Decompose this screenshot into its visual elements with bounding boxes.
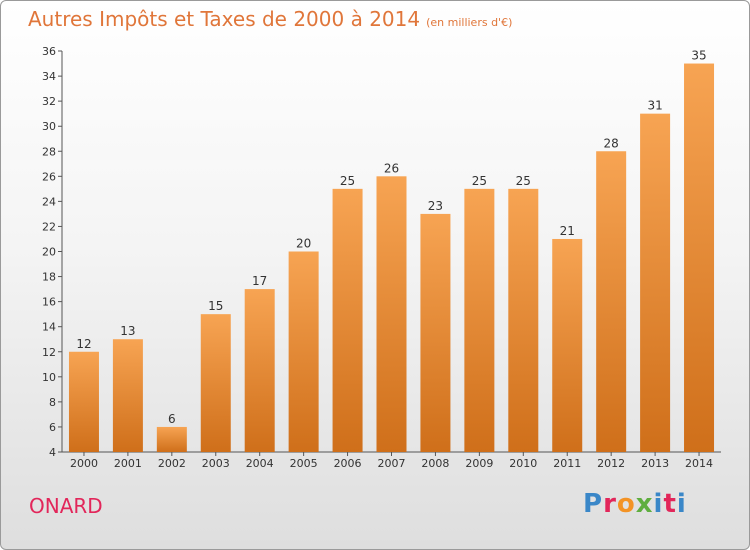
- proxiti-logo: Proxiti: [583, 489, 687, 519]
- y-tick-label: 20: [42, 246, 56, 259]
- commune-name: ONARD: [29, 494, 103, 518]
- y-tick-label: 34: [42, 70, 56, 83]
- bar-value-label: 21: [560, 224, 575, 238]
- x-tick-label: 2004: [246, 457, 274, 470]
- x-tick-label: 2011: [553, 457, 581, 470]
- x-tick-label: 2005: [290, 457, 318, 470]
- y-tick-label: 18: [42, 271, 56, 284]
- bar: [332, 188, 363, 452]
- y-tick-label: 24: [42, 195, 56, 208]
- bar-value-label: 12: [76, 337, 91, 351]
- x-tick-label: 2010: [509, 457, 537, 470]
- x-tick-label: 2008: [421, 457, 449, 470]
- logo-letter: t: [663, 489, 677, 519]
- x-tick-label: 2012: [597, 457, 625, 470]
- y-tick-label: 16: [42, 296, 56, 309]
- y-tick-label: 12: [42, 346, 56, 359]
- y-tick-label: 28: [42, 145, 56, 158]
- y-tick-label: 26: [42, 170, 56, 183]
- bar: [376, 176, 407, 452]
- x-tick-label: 2000: [70, 457, 98, 470]
- bar: [464, 188, 495, 452]
- x-tick-label: 2002: [158, 457, 186, 470]
- bar-value-label: 35: [691, 49, 706, 63]
- bar-value-label: 25: [516, 174, 531, 188]
- bar: [68, 351, 99, 452]
- x-tick-label: 2013: [641, 457, 669, 470]
- y-tick-label: 36: [42, 45, 56, 58]
- bar-value-label: 20: [296, 237, 311, 251]
- bar-value-label: 13: [120, 324, 135, 338]
- y-tick-label: 4: [49, 446, 56, 459]
- x-tick-label: 2009: [465, 457, 493, 470]
- chart-title: Autres Impôts et Taxes de 2000 à 2014 (en…: [28, 7, 512, 31]
- bar: [640, 113, 671, 452]
- logo-letter: i: [676, 489, 687, 519]
- bar-value-label: 28: [604, 136, 619, 150]
- y-tick-label: 30: [42, 120, 56, 133]
- x-tick-label: 2003: [202, 457, 230, 470]
- bar: [552, 238, 583, 452]
- bar-value-label: 15: [208, 299, 223, 313]
- bar: [508, 188, 539, 452]
- y-tick-label: 22: [42, 220, 56, 233]
- chart-unit: (en milliers d'€): [426, 16, 513, 29]
- chart-title-text: Autres Impôts et Taxes de 2000 à 2014: [28, 7, 421, 31]
- bar: [420, 213, 451, 452]
- x-tick-label: 2014: [685, 457, 713, 470]
- bar: [684, 63, 715, 452]
- bar: [156, 426, 187, 452]
- logo-letter: r: [603, 489, 617, 519]
- bar-value-label: 17: [252, 274, 267, 288]
- x-tick-label: 2006: [334, 457, 362, 470]
- logo-letter: o: [616, 489, 636, 519]
- y-tick-label: 14: [42, 321, 56, 334]
- logo-letter: i: [653, 489, 664, 519]
- logo-letter: x: [635, 489, 654, 519]
- x-tick-label: 2001: [114, 457, 142, 470]
- bar: [200, 314, 231, 452]
- bar-value-label: 23: [428, 199, 443, 213]
- bar-value-label: 6: [168, 412, 176, 426]
- y-tick-label: 8: [49, 396, 56, 409]
- bar-value-label: 26: [384, 161, 399, 175]
- bar: [288, 251, 319, 452]
- logo-letter: P: [583, 489, 604, 519]
- x-tick-label: 2007: [378, 457, 406, 470]
- y-tick-label: 32: [42, 95, 56, 108]
- bar-value-label: 31: [647, 99, 662, 113]
- y-tick-label: 10: [42, 371, 56, 384]
- bar: [596, 151, 627, 452]
- bar-value-label: 25: [472, 174, 487, 188]
- bar: [244, 289, 275, 452]
- y-tick-label: 6: [49, 421, 56, 434]
- bar: [112, 339, 143, 452]
- bar-value-label: 25: [340, 174, 355, 188]
